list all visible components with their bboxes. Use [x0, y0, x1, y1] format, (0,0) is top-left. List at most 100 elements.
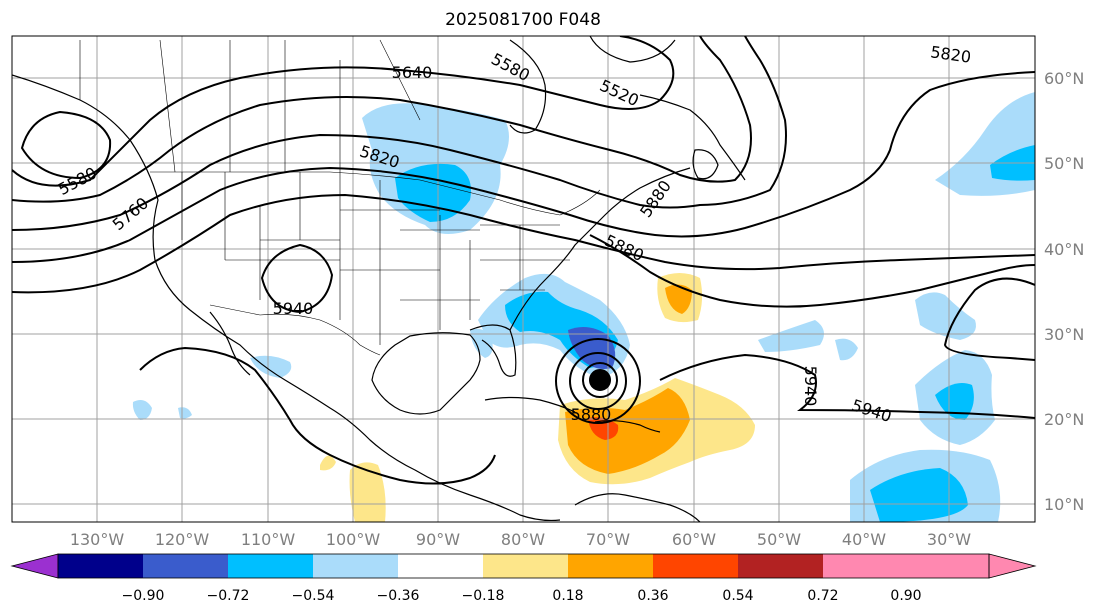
- colorbar-tick: 0.18: [552, 588, 583, 604]
- colorbar-tick: −0.90: [122, 588, 165, 604]
- coast-florida: [469, 324, 517, 377]
- lon-label: 50°W: [757, 530, 801, 549]
- colorbar-tick: −0.36: [377, 588, 420, 604]
- colorbar-tick: −0.18: [462, 588, 505, 604]
- coast-gulf-of-mexico: [371, 332, 481, 415]
- lat-label: 30°N: [1044, 325, 1084, 344]
- colorbar-extend-high: [988, 553, 1037, 579]
- hurricane-rings: [555, 338, 641, 424]
- colorbar-segment: [483, 554, 568, 578]
- longitude-labels: 130°W 120°W 110°W 100°W 90°W 80°W 70°W 6…: [70, 530, 971, 549]
- colorbar: −0.90 −0.72 −0.54 −0.36 −0.18 0.18 0.36 …: [10, 553, 1037, 604]
- lon-label: 130°W: [70, 530, 125, 549]
- colorbar-segment: [568, 554, 653, 578]
- coast-greenland: [589, 36, 676, 63]
- contour-5940-east: [659, 353, 1035, 419]
- shade-southeast-deep: [568, 326, 616, 369]
- colorbar-tick: 0.72: [807, 588, 838, 604]
- coast-hispaniola: [594, 419, 661, 433]
- coast-newfoundland: [692, 149, 719, 180]
- map-title: 2025081700 F048: [445, 10, 601, 30]
- colorbar-tick: 0.36: [637, 588, 668, 604]
- shade-great-lakes-core: [395, 163, 471, 222]
- hurricane-eye: [589, 369, 611, 391]
- contour-5640: [12, 36, 752, 203]
- lon-label: 30°W: [927, 530, 971, 549]
- contour-5940-east-2: [943, 277, 1035, 361]
- colorbar-ticks: −0.90 −0.72 −0.54 −0.36 −0.18 0.18 0.36 …: [122, 588, 922, 604]
- coast-north-america-west: [12, 74, 471, 496]
- gridlines: [12, 36, 1035, 522]
- coast-central-america: [469, 494, 561, 522]
- contour-5520-closed: [20, 110, 112, 180]
- shade-atlantic-3: [915, 292, 976, 340]
- shade-atlantic-4-core: [935, 382, 974, 420]
- colorbar-segment: [823, 554, 989, 578]
- coastlines: [12, 36, 746, 522]
- anomaly-shading: [132, 92, 1035, 522]
- contour-5880-north: [589, 234, 1035, 308]
- contour-label: 5640: [392, 63, 433, 82]
- contour-mexico-ridge: [139, 346, 496, 485]
- shade-florida: [470, 328, 493, 358]
- shade-pacific-yellow: [320, 455, 336, 471]
- shade-mexico: [250, 355, 292, 378]
- hurricane-ring-inner: [582, 362, 618, 398]
- shade-gulf-stream-core: [665, 284, 692, 314]
- map-frame: [11, 35, 1036, 523]
- lon-label: 70°W: [586, 530, 630, 549]
- lon-label: 90°W: [416, 530, 460, 549]
- colorbar-segment: [58, 554, 143, 578]
- colorbar-segment: [143, 554, 228, 578]
- coast-baja: [209, 311, 251, 376]
- lat-label: 60°N: [1044, 69, 1084, 88]
- colorbar-extend-low: [10, 553, 59, 579]
- coast-labrador: [639, 94, 746, 181]
- colorbar-segment: [398, 554, 483, 578]
- contour-5700: [12, 36, 787, 231]
- lat-label: 20°N: [1044, 410, 1084, 429]
- lon-label: 80°W: [501, 530, 545, 549]
- lon-label: 110°W: [241, 530, 296, 549]
- lat-label: 40°N: [1044, 240, 1084, 259]
- lon-label: 60°W: [672, 530, 716, 549]
- colorbar-segment: [313, 554, 398, 578]
- coast-us-east: [509, 167, 691, 331]
- coast-south-america: [574, 493, 701, 522]
- contour-label: 5940: [801, 366, 820, 407]
- contour-5940-north: [260, 243, 334, 314]
- lon-label: 100°W: [326, 530, 381, 549]
- colorbar-tick: 0.54: [722, 588, 753, 604]
- colorbar-segment: [653, 554, 738, 578]
- colorbar-segment: [228, 554, 313, 578]
- colorbar-tick: −0.72: [207, 588, 250, 604]
- state-lines-central: [340, 180, 480, 345]
- lon-label: 40°W: [842, 530, 886, 549]
- colorbar-frame: [57, 553, 990, 579]
- border-us-canada: [150, 171, 601, 216]
- state-lines-west: [181, 172, 341, 320]
- height-contours: [12, 36, 1035, 485]
- contour-label: 5940: [273, 299, 314, 318]
- shade-mexico-yellow: [349, 462, 386, 522]
- shade-atlantic-2: [835, 338, 858, 361]
- shade-pacific-1: [132, 400, 152, 420]
- latitude-labels: 60°N 50°N 40°N 30°N 20°N 10°N: [1044, 69, 1084, 514]
- colorbar-segment: [738, 554, 823, 578]
- political-borders: [79, 39, 601, 356]
- shade-atlantic-5-core: [870, 468, 968, 522]
- hurricane-ring-middle: [569, 352, 627, 410]
- coast-hudson-bay: [509, 39, 547, 134]
- contour-label: 5880: [571, 405, 612, 424]
- lat-label: 10°N: [1044, 495, 1084, 514]
- contour-5760: [12, 71, 1035, 263]
- colorbar-tick: 0.90: [890, 588, 921, 604]
- lat-label: 50°N: [1044, 154, 1084, 173]
- map-panel: 5640 5580 5520 5820 5580 5760 5880 5820 …: [12, 36, 1035, 522]
- border-us-mexico: [209, 304, 381, 356]
- lon-label: 120°W: [155, 530, 210, 549]
- contour-5580: [12, 36, 675, 187]
- state-lines-east: [480, 224, 570, 291]
- hurricane-ring-outer: [555, 338, 641, 424]
